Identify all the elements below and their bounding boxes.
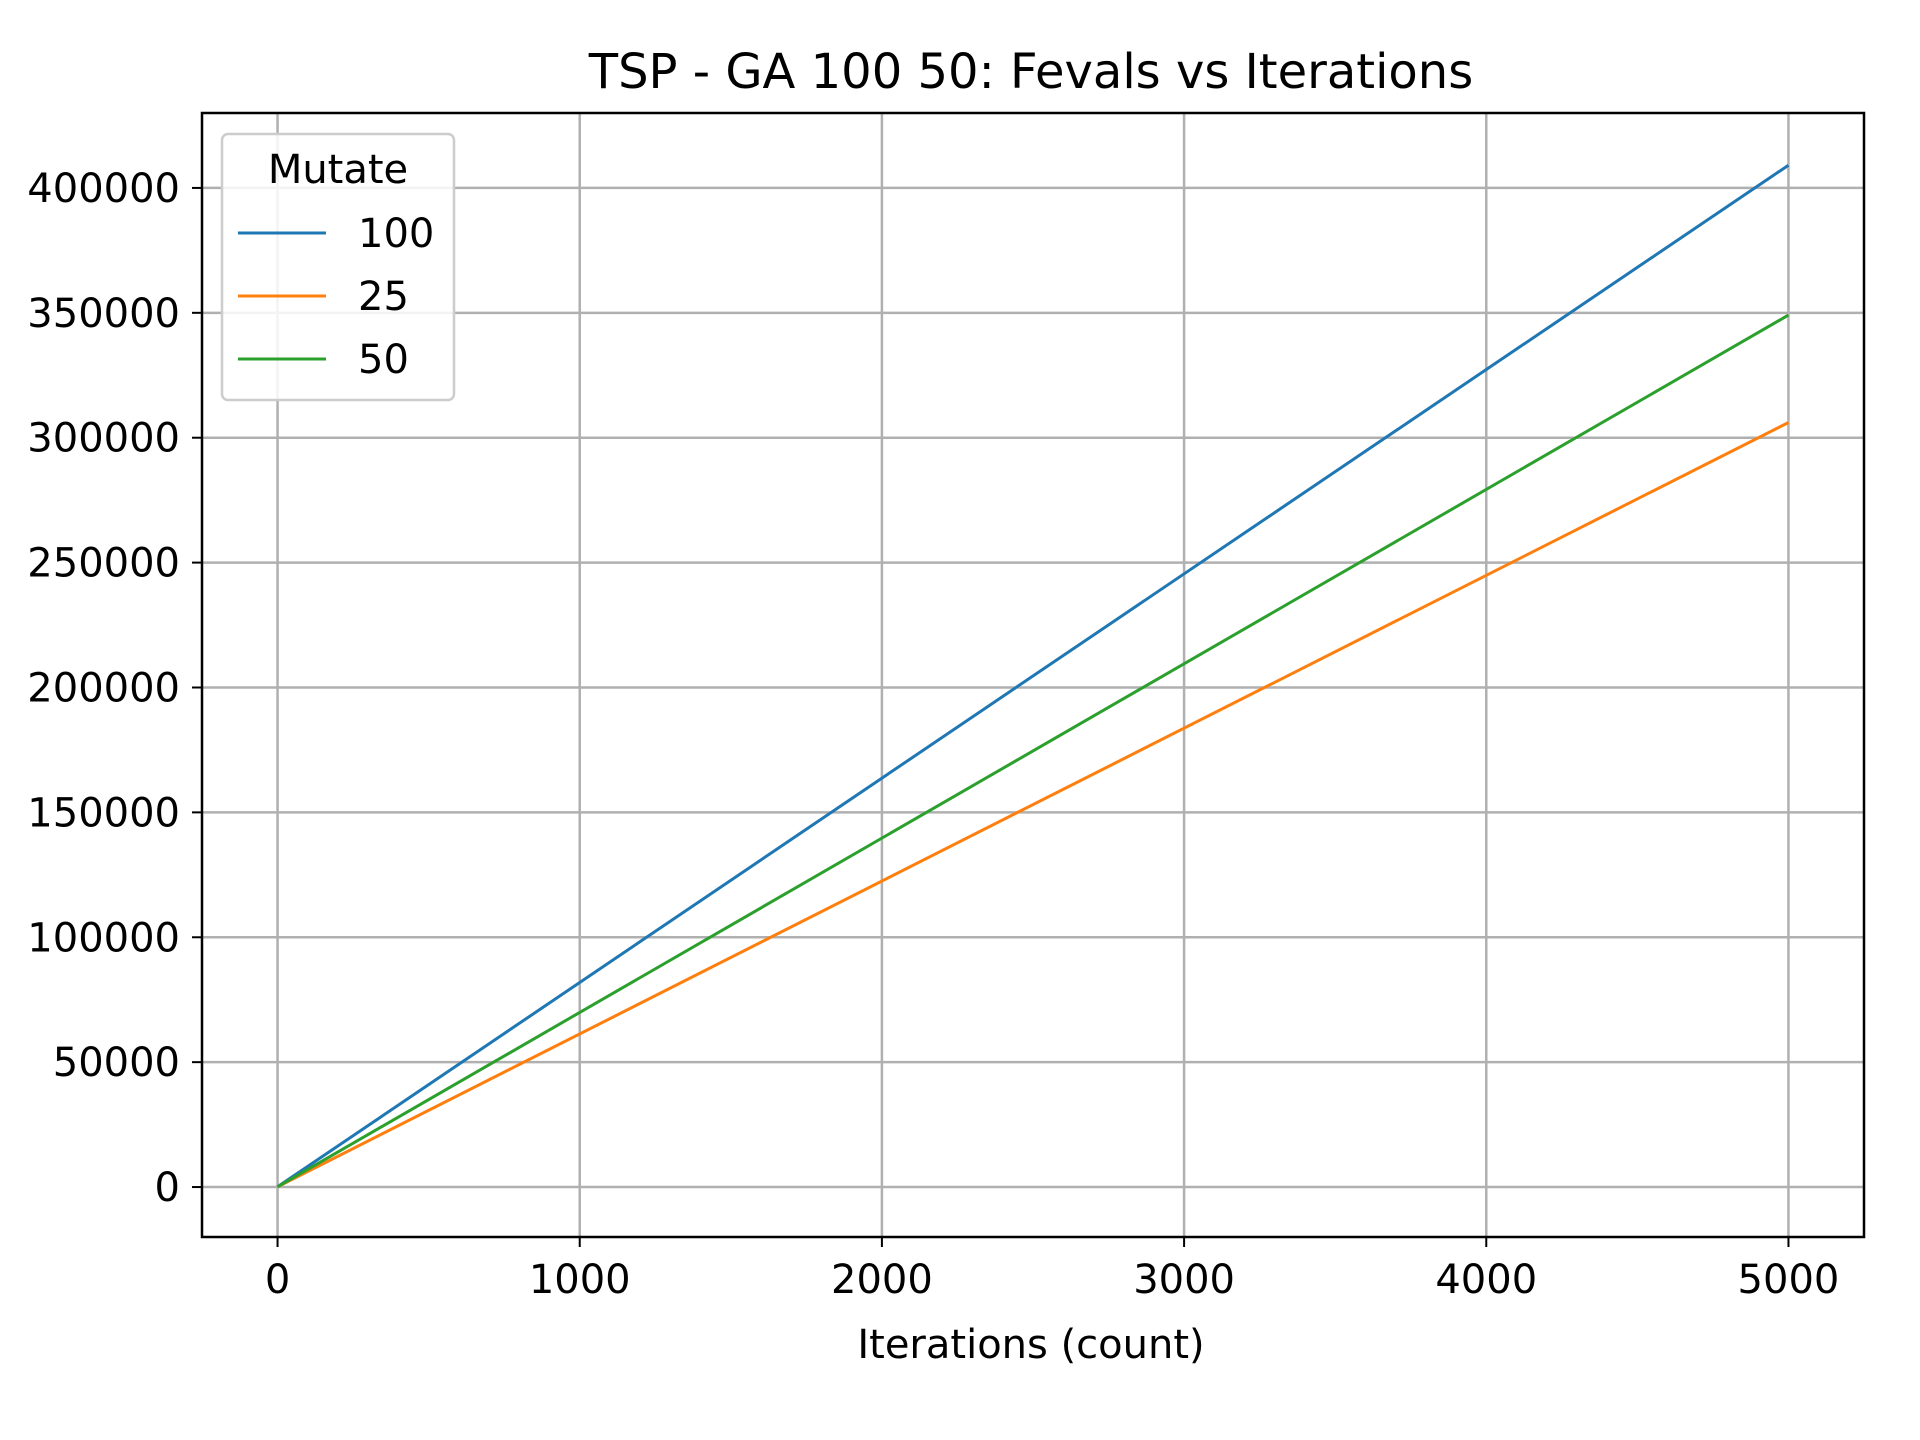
x-axis-label: Iterations (count) [857,1322,1204,1368]
legend-title: Mutate [268,147,408,193]
grid [202,113,1864,1237]
legend-label-25: 25 [358,274,409,320]
x-tick-label: 1000 [529,1257,631,1303]
y-tick-label: 250000 [27,541,180,587]
x-tick-label: 0 [265,1257,290,1303]
y-tick-label: 350000 [27,291,180,337]
legend-label-100: 100 [358,211,434,257]
series-line-50 [276,313,1790,1189]
y-tick-label: 100000 [27,915,180,961]
series-line-25 [276,421,1790,1189]
x-tick-label: 4000 [1435,1257,1537,1303]
legend-label-50: 50 [358,337,409,383]
axis-ticks: 0 1000 2000 3000 4000 50000500001000001500002… [27,166,1839,1303]
y-tick-label: 300000 [27,416,180,462]
chart-title: TSP - GA 100 50: Fevals vs Iterations [588,44,1473,100]
x-tick-label: 3000 [1133,1257,1235,1303]
y-tick-label: 200000 [27,665,180,711]
x-tick-label: 2000 [831,1257,933,1303]
y-tick-label: 50000 [53,1040,180,1086]
series-line-100 [276,163,1790,1189]
y-tick-label: 400000 [27,166,180,212]
y-tick-label: 0 [155,1165,180,1211]
legend-box [220,132,456,402]
y-tick-label: 150000 [27,790,180,836]
legend: Mutate 100 25 50 [220,132,456,402]
plot-frame [200,111,1866,1239]
series-lines [276,163,1790,1189]
x-tick-label: 5000 [1738,1257,1840,1303]
